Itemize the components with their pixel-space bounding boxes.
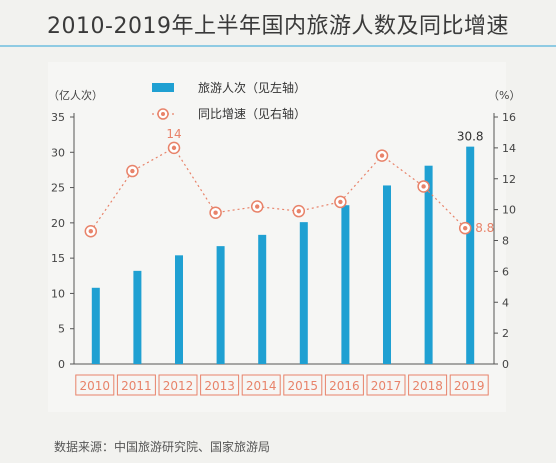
right-tick-label: 4 [502,296,509,309]
line-series [84,141,472,238]
data-label: 8.8 [475,221,494,235]
x-label-box [241,374,281,396]
x-tick-label: 2011 [121,379,152,393]
right-axis: （%） 0 2 4 6 8 10 12 14 16 [488,89,520,371]
growth-point-dot [296,208,301,214]
bar [341,205,350,364]
title-divider [0,45,556,47]
growth-point-dot [463,225,468,231]
left-tick-label: 25 [51,182,65,195]
x-label-box [75,374,115,396]
right-tick-label: 10 [502,204,516,217]
left-tick-label: 35 [51,111,65,124]
x-label-box [408,374,448,396]
growth-point-dot [130,168,135,174]
x-tick-label: 2019 [454,379,485,393]
left-tick-label: 0 [58,358,65,371]
bar [133,270,142,364]
left-tick-label: 30 [51,146,65,159]
bar [258,234,267,364]
growth-point-dot [379,153,385,158]
growth-point-dot [88,229,94,234]
bar [466,146,475,364]
legend: 旅游人次（见左轴） 同比增速（见右轴） [152,80,306,121]
x-label-box [158,374,198,396]
right-tick-label: 8 [502,235,509,248]
growth-point-dot [213,210,218,215]
annotations: 14 30.8 8.8 [166,127,494,235]
left-tick-label: 20 [51,217,65,230]
legend-bar-swatch [152,83,174,92]
bar [91,287,100,364]
source-note: 数据来源：中国旅游研究院、国家旅游局 [54,440,271,454]
left-axis: （亿人次） 0 5 10 15 20 25 30 35 [48,88,494,371]
x-tick-label: 2015 [288,379,319,393]
x-tick-label: 2017 [371,379,402,393]
x-label-box [324,374,364,396]
growth-point-dot [171,145,177,151]
data-label: 14 [166,127,181,141]
growth-line [90,147,466,232]
growth-point-dot [255,204,260,209]
data-label: 30.8 [457,130,484,144]
x-tick-label: 2018 [412,379,443,393]
x-label-box [366,374,406,396]
right-tick-label: 12 [502,173,516,186]
x-tick-label: 2010 [80,379,111,393]
right-axis-unit: （%） [488,89,520,102]
bar [424,165,433,364]
bar [175,255,183,364]
left-tick-label: 5 [58,323,65,336]
bar [216,246,225,364]
left-tick-label: 15 [51,252,65,265]
x-label-box [200,374,240,396]
x-tick-label: 2014 [246,379,277,393]
x-tick-label: 2016 [329,379,360,393]
x-axis-labels: 2010 2011 2012 2013 2014 2015 2016 2017 2018 2019 [75,374,489,396]
bar-series [91,146,475,364]
x-label-box [283,374,323,396]
right-tick-label: 6 [502,265,509,278]
x-label-box [116,374,156,396]
left-tick-label: 10 [51,287,65,300]
x-label-box [449,374,489,396]
growth-point-dot [338,199,343,205]
right-tick-label: 0 [502,358,509,371]
right-tick-label: 14 [502,142,516,155]
bar [299,222,308,364]
legend-line-marker-dot [161,112,165,116]
growth-point-dot [421,184,426,189]
legend-bar-label: 旅游人次（见左轴） [198,80,306,95]
right-tick-label: 16 [502,111,516,124]
x-tick-label: 2013 [204,379,235,393]
right-tick-label: 2 [502,327,509,340]
legend-line-label: 同比增速（见右轴） [198,106,306,121]
x-tick-label: 2012 [163,379,194,393]
chart-title: 2010-2019年上半年国内旅游人数及同比增速 [47,14,509,39]
bar [383,185,391,364]
left-axis-unit: （亿人次） [48,88,103,102]
